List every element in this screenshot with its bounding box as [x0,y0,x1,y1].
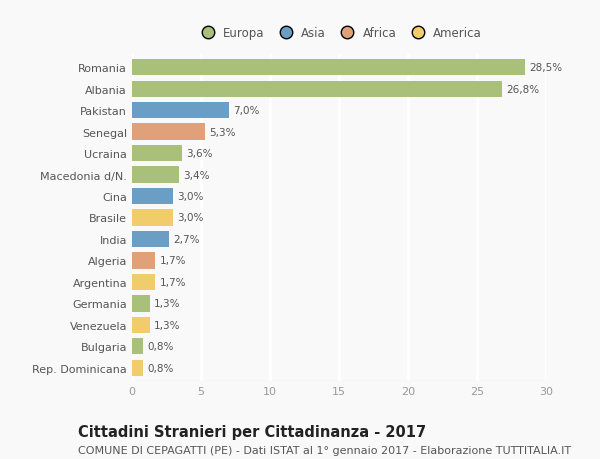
Text: 26,8%: 26,8% [506,84,539,95]
Bar [132,103,229,119]
Bar [132,317,150,333]
Text: 1,7%: 1,7% [160,256,186,266]
Text: 3,6%: 3,6% [186,149,212,159]
Text: 5,3%: 5,3% [209,127,236,137]
Bar [132,146,182,162]
Bar [132,81,502,97]
Text: 1,3%: 1,3% [154,320,181,330]
Text: 3,0%: 3,0% [178,191,204,202]
Bar [132,339,143,355]
Text: 3,0%: 3,0% [178,213,204,223]
Bar [132,274,155,291]
Text: COMUNE DI CEPAGATTI (PE) - Dati ISTAT al 1° gennaio 2017 - Elaborazione TUTTITAL: COMUNE DI CEPAGATTI (PE) - Dati ISTAT al… [78,445,571,455]
Text: 1,3%: 1,3% [154,299,181,309]
Bar [132,167,179,183]
Text: 0,8%: 0,8% [147,341,173,352]
Bar [132,189,173,205]
Bar [132,253,155,269]
Bar [132,124,205,140]
Text: 1,7%: 1,7% [160,277,186,287]
Bar [132,296,150,312]
Text: 3,4%: 3,4% [183,170,209,180]
Text: 2,7%: 2,7% [173,235,200,245]
Bar [132,60,526,76]
Text: 7,0%: 7,0% [233,106,259,116]
Text: 28,5%: 28,5% [529,63,563,73]
Text: Cittadini Stranieri per Cittadinanza - 2017: Cittadini Stranieri per Cittadinanza - 2… [78,425,426,440]
Bar [132,210,173,226]
Legend: Europa, Asia, Africa, America: Europa, Asia, Africa, America [191,22,487,44]
Bar [132,360,143,376]
Text: 0,8%: 0,8% [147,363,173,373]
Bar [132,231,169,247]
